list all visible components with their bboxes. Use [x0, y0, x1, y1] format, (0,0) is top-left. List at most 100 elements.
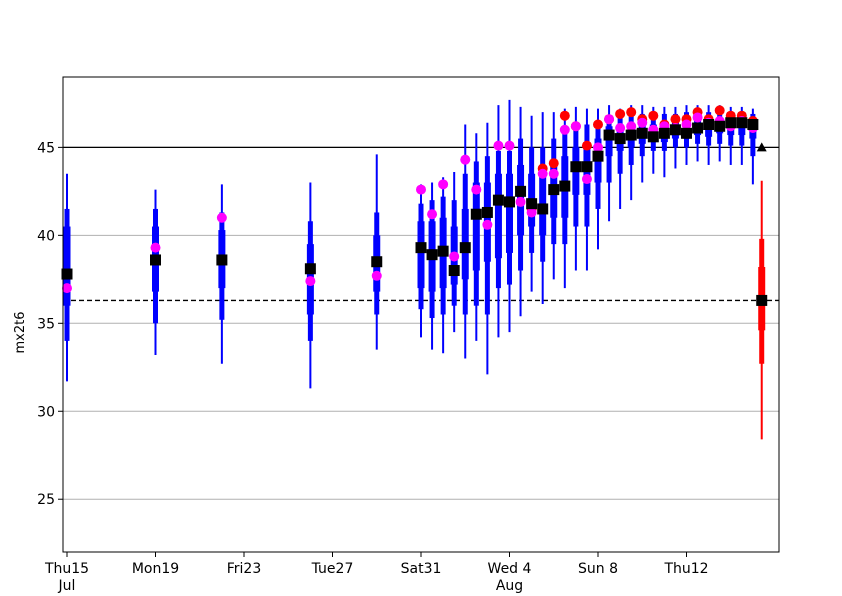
- median-marker: [371, 256, 383, 268]
- hres-marker: [692, 112, 703, 123]
- y-tick-label: 45: [37, 140, 55, 156]
- y-tick-label: 25: [37, 492, 55, 508]
- x-tick-label: Tue27: [311, 561, 354, 577]
- x-tick-sublabel: Jul: [58, 578, 76, 594]
- hres-marker: [615, 123, 626, 134]
- y-axis-label: mx2t6: [13, 312, 28, 354]
- median-marker: [515, 185, 527, 197]
- median-marker: [537, 203, 549, 215]
- ensemble-box: [483, 122, 491, 375]
- median-marker: [658, 127, 670, 139]
- median-marker: [481, 206, 493, 218]
- hres-marker: [482, 219, 493, 230]
- red-marker: [548, 158, 559, 169]
- hres-marker: [416, 184, 426, 195]
- median-marker: [61, 268, 73, 280]
- median-marker: [747, 119, 759, 130]
- quartile-box: [417, 221, 425, 289]
- y-tick-label: 30: [37, 404, 55, 420]
- ensemble-box: [218, 184, 226, 364]
- median-marker: [216, 254, 228, 266]
- hres-marker: [604, 114, 615, 125]
- ensemble-box: [417, 184, 425, 338]
- median-marker: [681, 127, 692, 139]
- y-axis: 25 30 35 40 45: [37, 140, 63, 508]
- ensemble-box: [561, 108, 569, 289]
- red-marker: [559, 110, 570, 121]
- median-marker: [592, 150, 604, 162]
- median-marker: [581, 161, 593, 173]
- median-marker: [504, 196, 515, 208]
- climate-median-marker: [756, 294, 768, 306]
- x-tick-label: Thu12: [663, 561, 708, 577]
- hres-marker: [537, 168, 548, 179]
- x-tick-label: Wed 4: [488, 561, 532, 577]
- ensemble-box: [373, 154, 381, 350]
- median-marker: [636, 127, 648, 139]
- median-marker: [692, 122, 704, 134]
- median-marker: [437, 245, 449, 257]
- ensemble-box: [705, 105, 713, 165]
- x-tick-label: Fri23: [227, 561, 262, 577]
- hres-marker: [471, 184, 482, 195]
- ensemble-box: [583, 108, 591, 271]
- red-marker: [626, 107, 637, 118]
- y-tick-label: 40: [37, 228, 55, 244]
- red-marker: [648, 110, 659, 121]
- ensemble-box: [594, 108, 602, 250]
- quartile-box: [605, 126, 613, 157]
- median-marker: [669, 124, 681, 136]
- hres-marker: [427, 209, 438, 220]
- hres-marker: [62, 283, 72, 294]
- quartile-box: [472, 182, 480, 271]
- ensemble-box: [572, 106, 580, 271]
- median-marker: [603, 129, 615, 141]
- hres-marker: [449, 251, 460, 262]
- red-marker: [615, 108, 626, 119]
- climate-box: [758, 180, 766, 440]
- hres-marker: [570, 121, 581, 132]
- median-marker: [459, 242, 471, 254]
- hres-marker: [526, 207, 537, 218]
- median-marker: [426, 249, 438, 261]
- quartile-box: [506, 173, 513, 253]
- reference-lines: [63, 146, 779, 302]
- hres-marker: [493, 140, 504, 151]
- quartile-box: [494, 173, 502, 259]
- hres-marker: [637, 117, 648, 128]
- ensemble-box: [506, 99, 513, 333]
- red-marker: [593, 119, 603, 130]
- hres-marker: [548, 168, 559, 179]
- y-tick-label: 35: [37, 316, 55, 332]
- median-marker: [448, 265, 460, 277]
- median-marker: [714, 120, 726, 132]
- x-tick-label: Thu15: [44, 561, 89, 577]
- point-markers: [61, 105, 768, 306]
- hres-marker: [371, 270, 382, 281]
- hres-marker: [504, 140, 515, 151]
- median-marker: [647, 131, 659, 143]
- climate-box-plot: [758, 180, 766, 440]
- hres-marker: [515, 196, 526, 207]
- ensemble-box: [550, 112, 558, 280]
- median-marker: [725, 117, 737, 129]
- red-marker: [581, 140, 592, 151]
- x-tick-sublabel: Aug: [496, 578, 523, 594]
- ensemble-box: [517, 106, 525, 317]
- median-marker: [736, 117, 748, 129]
- ensemble-box: [605, 105, 613, 222]
- hres-marker: [681, 119, 692, 130]
- x-tick-label: Sat31: [401, 561, 442, 577]
- hres-marker: [559, 124, 570, 135]
- median-marker: [570, 161, 582, 173]
- median-marker: [548, 184, 560, 196]
- median-marker: [492, 194, 504, 206]
- hres-marker: [150, 242, 161, 253]
- median-marker: [526, 198, 538, 210]
- ensemble-box: [152, 189, 159, 355]
- red-marker: [714, 105, 725, 116]
- median-marker: [304, 263, 316, 275]
- median-marker: [150, 254, 161, 266]
